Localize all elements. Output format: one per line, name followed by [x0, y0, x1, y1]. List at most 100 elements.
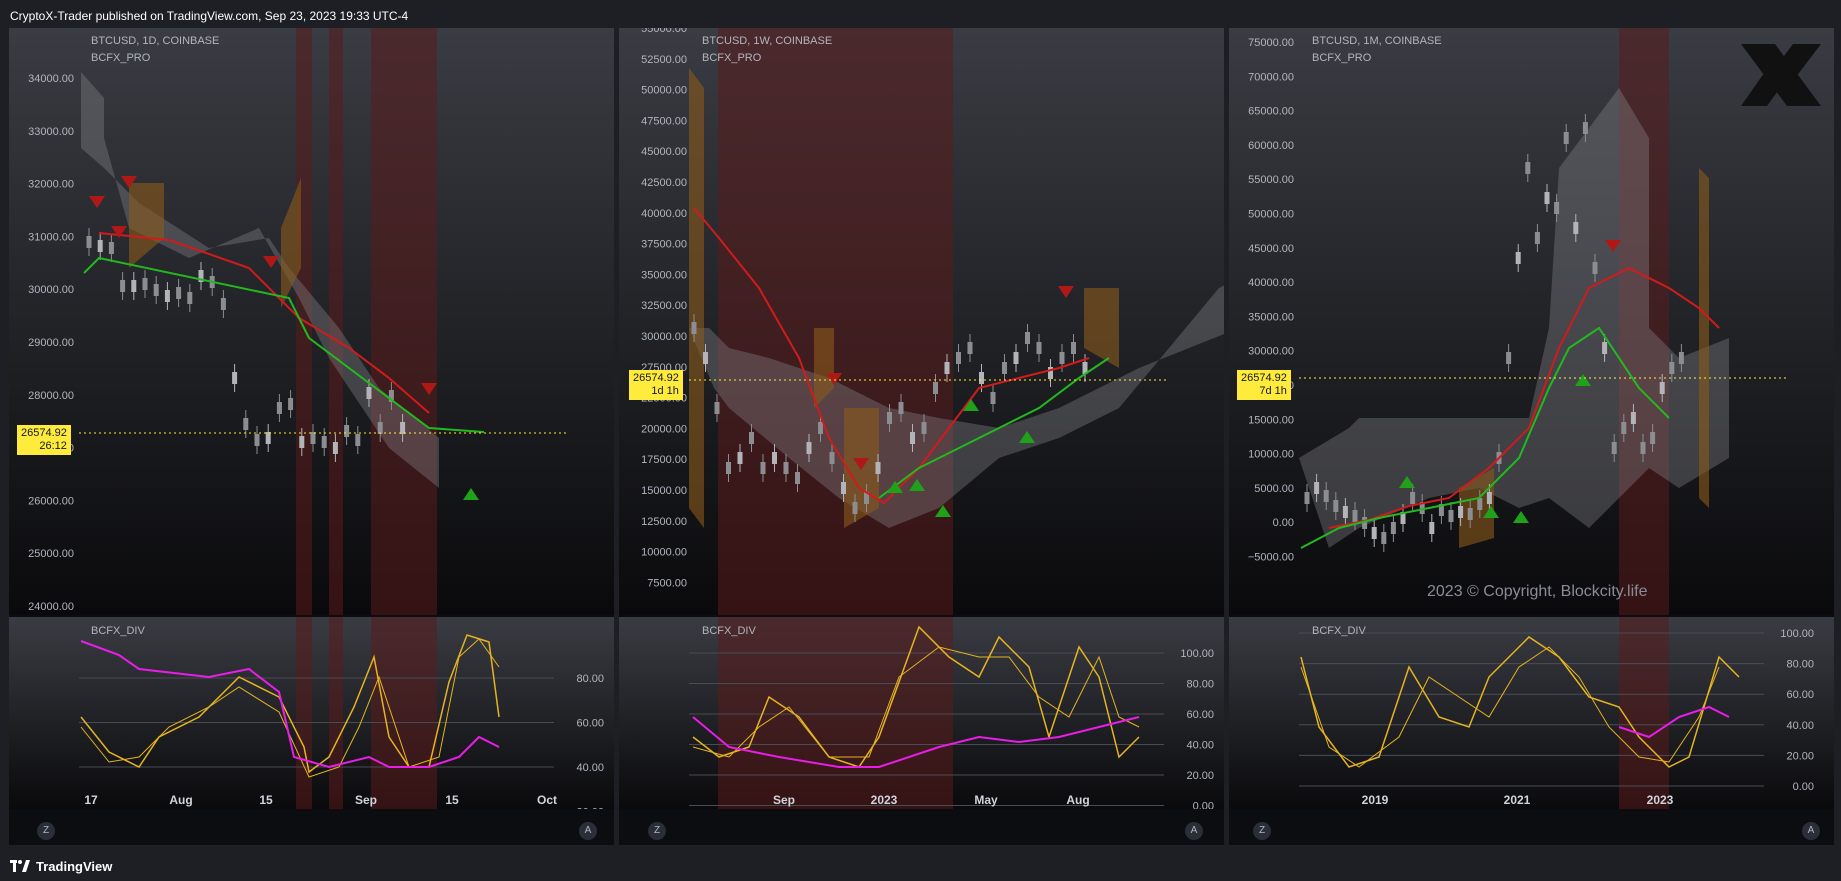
volatility-band	[689, 285, 1224, 528]
auto-scale-button[interactable]: A	[579, 822, 597, 840]
candle-body	[1429, 522, 1435, 534]
oscillator-signal-line	[1300, 646, 1720, 768]
candle-body	[829, 452, 835, 464]
candle-body	[1419, 502, 1425, 514]
candle-body	[1506, 352, 1512, 364]
price-axis-label: 5000.00	[1254, 483, 1294, 495]
candle-body	[979, 372, 984, 384]
osc-axis-label: 40.00	[576, 762, 604, 774]
chart-panel-1m[interactable]: 75000.00 70000.00 65000.00 60000.00 55000.00…	[1229, 28, 1834, 845]
time-axis-label: 15	[259, 793, 273, 807]
sell-signal-marker	[421, 383, 437, 395]
osc-axis-label: 80.00	[1786, 659, 1814, 671]
candle-body	[321, 436, 327, 448]
price-axis-label: 12500.00	[641, 516, 687, 528]
price-pane[interactable]: 75000.00 70000.00 65000.00 60000.00 55000.00…	[1229, 28, 1834, 615]
symbol-title[interactable]: BTCUSD, 1W, COINBASE	[702, 35, 833, 47]
indicator-title[interactable]: BCFX_PRO	[91, 52, 151, 64]
signal-zone	[814, 328, 834, 408]
candle-body	[691, 322, 697, 334]
sell-signal-marker	[826, 373, 842, 385]
bar-countdown: 1d 1h	[651, 385, 679, 397]
oscillator-title[interactable]: BCFX_DIV	[91, 625, 145, 637]
signal-zone	[129, 183, 164, 268]
candle-body	[1448, 510, 1454, 522]
pane-background	[1229, 617, 1834, 809]
oscillator-line	[1300, 636, 1740, 768]
time-axis-label: Aug	[169, 793, 192, 807]
candle-body	[1563, 132, 1569, 144]
candle-body	[187, 292, 193, 304]
sell-signal-marker	[1605, 240, 1621, 252]
candle-body	[806, 442, 812, 454]
buy-signal-marker	[963, 399, 979, 411]
candle-body	[153, 284, 159, 296]
candle-body	[760, 462, 766, 474]
indicator-title[interactable]: BCFX_PRO	[1312, 52, 1372, 64]
price-pane[interactable]: 34000.00 33000.00 32000.00 31000.00 30000.00…	[9, 28, 614, 615]
candle-body	[1036, 342, 1042, 354]
candle-body	[967, 342, 973, 354]
time-axis-label: Sep	[773, 793, 795, 807]
candle-body	[1025, 332, 1030, 344]
candle-body	[355, 434, 361, 446]
candle-body	[921, 422, 927, 434]
candle-body	[198, 270, 204, 282]
candle-body	[737, 452, 743, 464]
zoom-button[interactable]: Z	[1253, 822, 1271, 840]
candle-body	[142, 278, 148, 290]
price-axis-label: 17500.00	[641, 454, 687, 466]
oscillator-title[interactable]: BCFX_DIV	[702, 625, 756, 637]
price-axis-label: 65000.00	[1248, 106, 1294, 118]
candle-body	[1525, 162, 1531, 174]
time-axis-label: 2019	[1362, 793, 1389, 807]
trend-line-bull	[878, 357, 1110, 499]
candle-body	[944, 362, 950, 374]
price-axis-label: 60000.00	[1248, 140, 1294, 152]
pane-background	[1229, 28, 1834, 615]
buy-signal-marker	[1575, 374, 1591, 386]
zoom-button[interactable]: Z	[37, 822, 55, 840]
chart-panel-1w[interactable]: 55000.00 52500.00 50000.00 47500.00 45000.00…	[619, 28, 1224, 845]
tradingview-logo[interactable]: TradingView	[10, 857, 112, 875]
price-axis-label: 31000.00	[28, 231, 74, 243]
candle-body	[388, 390, 394, 402]
auto-scale-button[interactable]: A	[1802, 822, 1820, 840]
candle-body	[1314, 482, 1320, 494]
last-price-tag: 26574.92 1d 1h	[629, 370, 683, 400]
chart-panel-1d[interactable]: 34000.00 33000.00 32000.00 31000.00 30000.00…	[9, 28, 614, 845]
auto-scale-button[interactable]: A	[1185, 822, 1203, 840]
buy-signal-marker	[935, 505, 951, 517]
candle-body	[254, 434, 260, 446]
copyright-watermark: 2023 © Copyright, Blockcity.life	[1427, 583, 1648, 600]
symbol-title[interactable]: BTCUSD, 1D, COINBASE	[91, 35, 220, 47]
sell-signal-marker	[111, 226, 127, 238]
signal-zone	[1084, 288, 1119, 368]
symbol-title[interactable]: BTCUSD, 1M, COINBASE	[1312, 35, 1442, 47]
oscillator-pane[interactable]: 80.00 60.00 40.00 20.00 17 Aug 15 Sep 15 Oct	[9, 617, 614, 809]
bear-zone	[1619, 617, 1669, 809]
trend-line-bull	[83, 256, 485, 433]
oscillator-pane[interactable]: 100.00 80.00 60.00 40.00 20.00 0.00 2019 2021 20…	[1229, 617, 1834, 809]
candle-body	[1410, 492, 1416, 504]
candle-body	[310, 432, 316, 444]
zoom-button[interactable]: Z	[648, 822, 666, 840]
candle-body	[1467, 508, 1473, 520]
signal-zone	[689, 68, 704, 528]
time-axis-label: 2023	[871, 793, 898, 807]
bear-zone	[371, 28, 437, 615]
tradingview-logo-icon	[10, 860, 30, 872]
osc-axis-label: 80.00	[576, 673, 604, 685]
candle-body	[1082, 362, 1088, 374]
buy-signal-marker	[1513, 511, 1529, 523]
price-axis-label: 25000.00	[28, 548, 74, 560]
candle-body	[86, 236, 92, 248]
price-pane[interactable]: 55000.00 52500.00 50000.00 47500.00 45000.00…	[619, 28, 1224, 615]
price-axis-label: 75000.00	[1248, 37, 1294, 49]
candle-body	[1059, 352, 1065, 364]
oscillator-line	[692, 625, 1140, 768]
osc-axis-label: 60.00	[576, 718, 604, 730]
indicator-title[interactable]: BCFX_PRO	[702, 52, 762, 64]
oscillator-title[interactable]: BCFX_DIV	[1312, 625, 1366, 637]
oscillator-pane[interactable]: 100.00 80.00 60.00 40.00 20.00 0.00 Sep 2023 May…	[619, 617, 1224, 809]
